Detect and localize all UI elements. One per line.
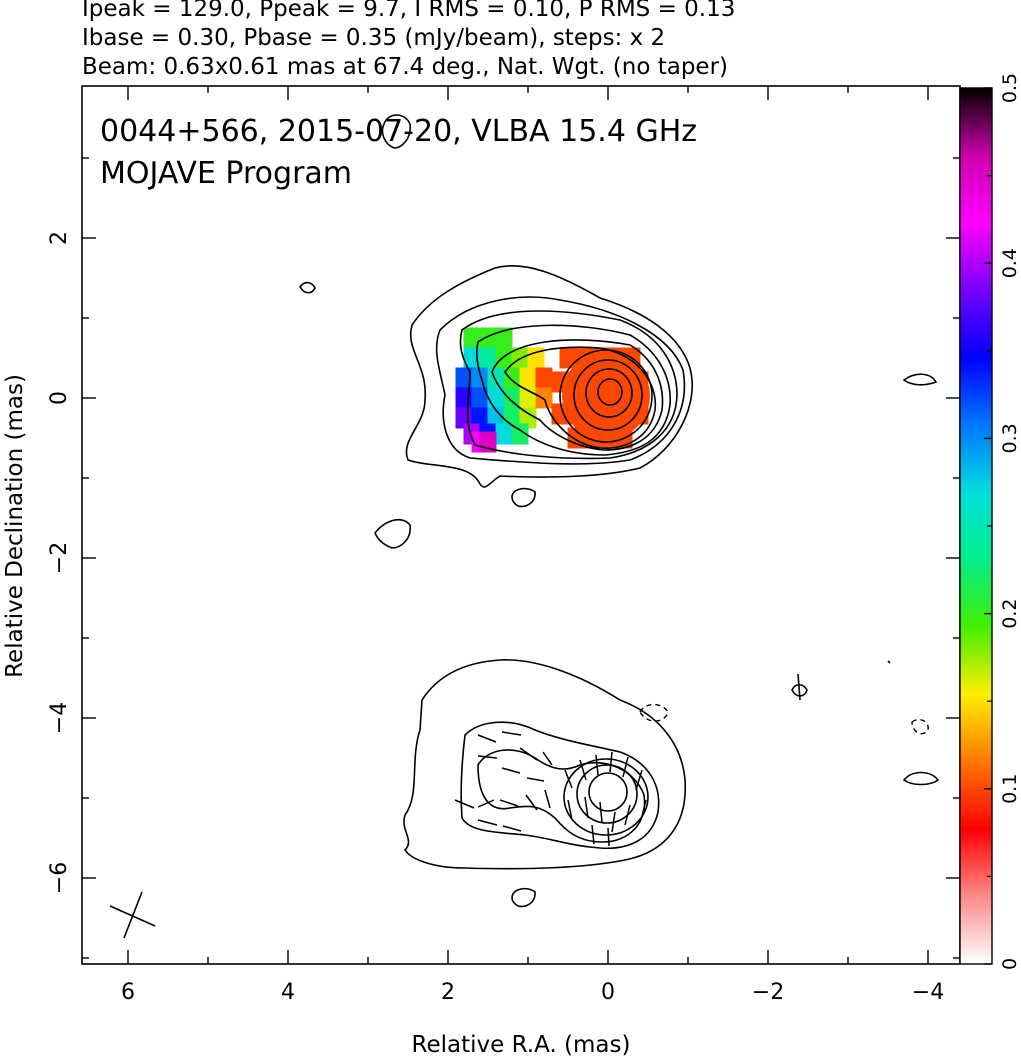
- y-axis-label: Relative Declination (mas): [2, 374, 28, 678]
- colorbar-tick-label: 0.4: [999, 248, 1021, 278]
- colorbar-ticks: 0 0.1 0.2 0.3 0.4 0.5: [984, 73, 1021, 970]
- pol-pixel: [479, 347, 497, 369]
- header-base-steps: Ibase = 0.30, Pbase = 0.35 (mJy/beam), s…: [82, 25, 665, 51]
- upper-total-intensity-contours: [405, 265, 693, 488]
- lower-total-intensity-contours: [403, 659, 687, 870]
- axis-ticks: 6 4 2 0 −2 −4 2 0 −2 −4 −6: [47, 86, 960, 1005]
- beam-cross: [109, 891, 156, 939]
- pol-pixel: [455, 387, 473, 409]
- x-tick-label: 4: [281, 980, 295, 1005]
- colorbar-tick-label: 0.1: [999, 774, 1021, 804]
- program-subtitle: MOJAVE Program: [100, 156, 352, 191]
- pol-pixel: [495, 423, 513, 445]
- pol-pixel: [455, 367, 473, 389]
- pol-pixel: [471, 407, 489, 429]
- colorbar-tick-label: 0.2: [999, 598, 1021, 628]
- source-title: 0044+566, 2015-07-20, VLBA 15.4 GHz: [100, 114, 697, 149]
- pol-pixel: [463, 327, 481, 349]
- colorbar-gradient: [960, 88, 992, 964]
- y-tick-label: 2: [47, 231, 72, 245]
- pol-pixel: [535, 367, 553, 389]
- plot-background: [82, 86, 960, 964]
- colorbar-tick-label: 0: [999, 958, 1021, 970]
- pol-pixel: [535, 387, 553, 409]
- noise-contour-islands: [299, 114, 940, 908]
- x-tick-label: 2: [441, 980, 455, 1005]
- y-tick-label: −6: [47, 862, 72, 894]
- pol-pixel: [519, 407, 537, 429]
- pol-pixel: [567, 427, 585, 449]
- x-tick-label: 0: [601, 980, 615, 1005]
- pol-pixel: [527, 347, 545, 369]
- pol-pixel: [519, 367, 537, 389]
- pol-pixel: [471, 387, 489, 409]
- x-tick-label: 6: [121, 980, 135, 1005]
- y-tick-label: −4: [47, 702, 72, 734]
- pol-pixel: [479, 327, 497, 349]
- x-tick-label: −2: [752, 980, 784, 1005]
- pol-pixel: [559, 347, 577, 369]
- plot-area: 0044+566, 2015-07-20, VLBA 15.4 GHz MOJA…: [47, 85, 961, 1005]
- y-tick-label: −2: [47, 542, 72, 574]
- x-tick-label: −4: [912, 980, 944, 1005]
- fractional-polarization-pixels: [455, 327, 650, 453]
- evpa-vectors: [454, 731, 647, 847]
- pol-pixel: [503, 387, 521, 409]
- colorbar-tick-label: 0.3: [999, 423, 1021, 453]
- header-beam-info: Beam: 0.63x0.61 mas at 67.4 deg., Nat. W…: [82, 54, 728, 80]
- header-peak-rms: Ipeak = 129.0, Ppeak = 9.7, I RMS = 0.10…: [82, 0, 735, 22]
- pol-pixel: [487, 367, 505, 389]
- pol-pixel: [471, 367, 489, 389]
- pol-pixel: [487, 407, 505, 429]
- pol-pixel: [503, 407, 521, 429]
- colorbar-tick-label: 0.5: [999, 73, 1021, 103]
- y-tick-label: 0: [47, 391, 72, 405]
- x-axis-label: Relative R.A. (mas): [412, 1032, 631, 1058]
- colorbar: 0 0.1 0.2 0.3 0.4 0.5: [959, 73, 1021, 970]
- pol-pixel: [511, 423, 529, 445]
- pol-core-region: [562, 352, 650, 440]
